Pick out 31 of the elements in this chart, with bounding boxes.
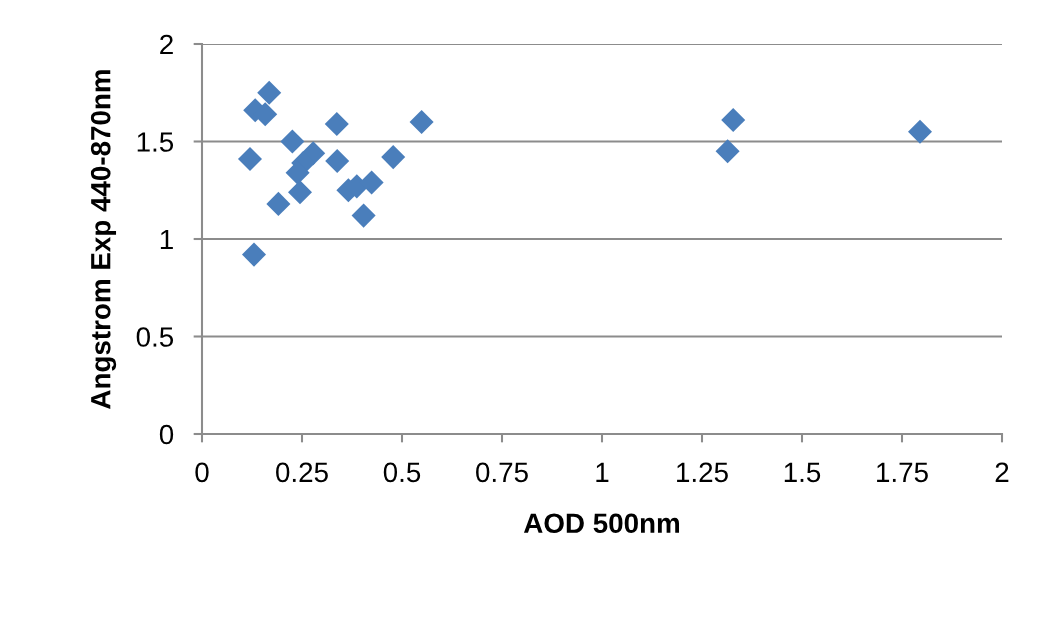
point — [721, 108, 746, 133]
point — [715, 139, 740, 164]
x-tick-label: 1.25 — [677, 462, 728, 483]
x-tick-label: 0 — [195, 462, 209, 483]
y-tick-label: 2 — [160, 34, 173, 55]
y-tick-label: 1 — [160, 229, 173, 250]
point — [351, 203, 376, 228]
y-tick-label: 0.5 — [136, 327, 174, 347]
x-tick-label: 0.75 — [476, 462, 528, 483]
x-tick-label: 0.5 — [383, 462, 421, 483]
point — [359, 170, 384, 195]
x-tick-label: 1.5 — [784, 462, 821, 483]
point — [381, 145, 406, 170]
point — [257, 80, 282, 105]
point — [280, 129, 305, 154]
x-axis-title: AOD 500nm — [523, 513, 680, 534]
y-axis-title: Angstrom Exp 440-870nm — [90, 70, 117, 409]
point — [325, 148, 350, 174]
x-tick-label: 0.25 — [276, 462, 328, 483]
point — [241, 242, 267, 267]
x-tick-label: 1 — [596, 462, 609, 482]
point — [409, 109, 434, 135]
y-tick-label: 0 — [159, 424, 174, 445]
x-tick-label: 1.75 — [877, 462, 928, 483]
y-tick-label: 1.5 — [137, 132, 174, 152]
point — [287, 180, 313, 205]
point — [324, 111, 349, 136]
point — [907, 119, 933, 144]
x-tick-label: 2 — [995, 462, 1009, 482]
point — [237, 147, 263, 172]
point — [266, 191, 291, 216]
